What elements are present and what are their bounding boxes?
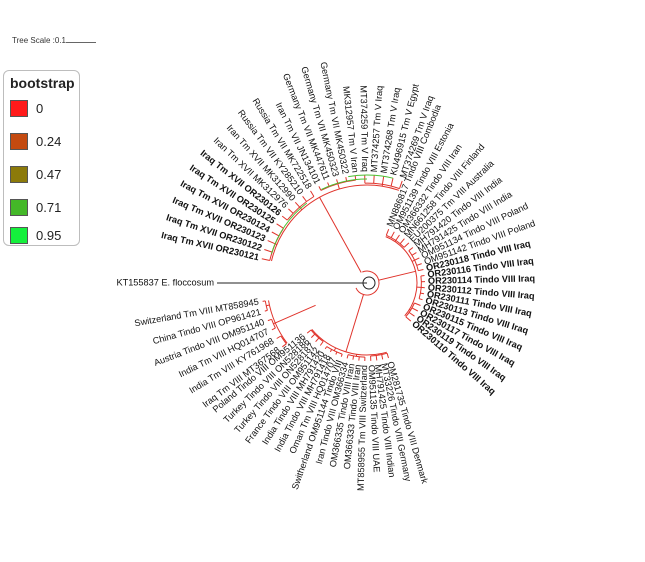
tree-branch [337, 183, 340, 190]
tip-branch [271, 231, 280, 237]
tip-label: MT858955 Tm VIII Switzerland [356, 365, 370, 491]
tip-branch [318, 186, 322, 191]
tree-branch [266, 304, 270, 307]
tip-branch [411, 307, 419, 312]
tip-branch [381, 176, 385, 185]
legend-swatch [10, 227, 28, 244]
tip-branch [381, 354, 384, 360]
tip-branch [416, 263, 422, 266]
tree-branch [268, 300, 288, 344]
tip-branch [420, 292, 425, 295]
tree-branch [310, 329, 324, 342]
tip-branch [288, 208, 294, 214]
tip-branch [399, 238, 405, 245]
tip-branch [346, 354, 349, 359]
tip-branch [264, 309, 268, 312]
tip-branch [335, 351, 338, 355]
tip-branch [329, 349, 333, 353]
legend-label: 0.95 [36, 228, 62, 243]
tip-branch [403, 242, 410, 248]
tree-scale-label: Tree Scale :0.1 [12, 36, 66, 45]
tip-branch [264, 249, 273, 253]
tree-branches [217, 174, 426, 362]
tip-branch [340, 353, 343, 357]
tree-branch [378, 270, 416, 281]
legend-swatch [10, 199, 28, 216]
bootstrap-legend: bootstrap 0 0.24 0.47 0.71 0.95 [3, 70, 80, 246]
legend-swatch [10, 166, 28, 183]
tree-branch [275, 304, 316, 324]
tip-branch [385, 229, 390, 236]
tip-branch [390, 178, 394, 187]
tip-label: MT374259 Tm V Iraq [358, 85, 370, 172]
tip-branch [418, 298, 423, 301]
tip-branch [267, 318, 272, 322]
tree-branch [363, 280, 380, 296]
tip-branch [375, 355, 378, 361]
tip-branch [271, 327, 276, 331]
legend-label: 0.24 [36, 134, 62, 149]
tree-branch [271, 184, 400, 262]
tip-branch [373, 175, 375, 184]
tip-branch [399, 180, 403, 189]
tip-branch [352, 355, 355, 360]
tip-branch [420, 275, 425, 277]
tree-scale-bar [66, 42, 96, 43]
tip-branch [386, 353, 389, 359]
tree-branch [319, 197, 362, 273]
tree-branch [348, 174, 394, 179]
tip-branch [408, 247, 414, 252]
tip-branch [324, 346, 328, 350]
tip-branch [414, 302, 421, 306]
tip-branch [261, 258, 270, 261]
tree-branch [270, 202, 308, 254]
tree-branch [321, 178, 368, 190]
tip-branch [294, 201, 300, 208]
tip-branch [267, 240, 276, 245]
tip-branch [262, 300, 266, 302]
tip-branch [395, 234, 400, 241]
tip-branch [276, 335, 282, 339]
tip-branch [302, 196, 307, 202]
tip-branch [390, 231, 395, 238]
tip-branch [411, 252, 417, 256]
legend-label: 0.47 [36, 167, 62, 182]
root-node [362, 276, 376, 290]
tip-label: OR230114 Tindo VIII Iraq [428, 273, 535, 286]
legend-title: bootstrap [10, 75, 75, 91]
tip-branch [310, 333, 316, 338]
tip-branch [358, 356, 360, 361]
tip-branch [310, 190, 315, 197]
tip-branch [414, 257, 420, 261]
tree-branch [345, 294, 364, 353]
legend-swatch [10, 133, 28, 150]
legend-label: 0.71 [36, 200, 62, 215]
tip-branch [405, 316, 412, 322]
tip-label: KT155837 E. floccosum [116, 277, 214, 287]
tree-branch [362, 270, 380, 281]
tip-branch [315, 337, 320, 343]
legend-label: 0 [36, 101, 44, 116]
legend-swatch [10, 100, 28, 117]
tip-branch [418, 269, 424, 272]
tip-branch [306, 329, 312, 334]
tree-branch [355, 287, 364, 295]
tip-branch [281, 343, 287, 348]
tip-branch [408, 312, 415, 317]
tip-branch [281, 215, 288, 221]
tip-branch [319, 341, 324, 346]
tip-branch [276, 223, 284, 229]
